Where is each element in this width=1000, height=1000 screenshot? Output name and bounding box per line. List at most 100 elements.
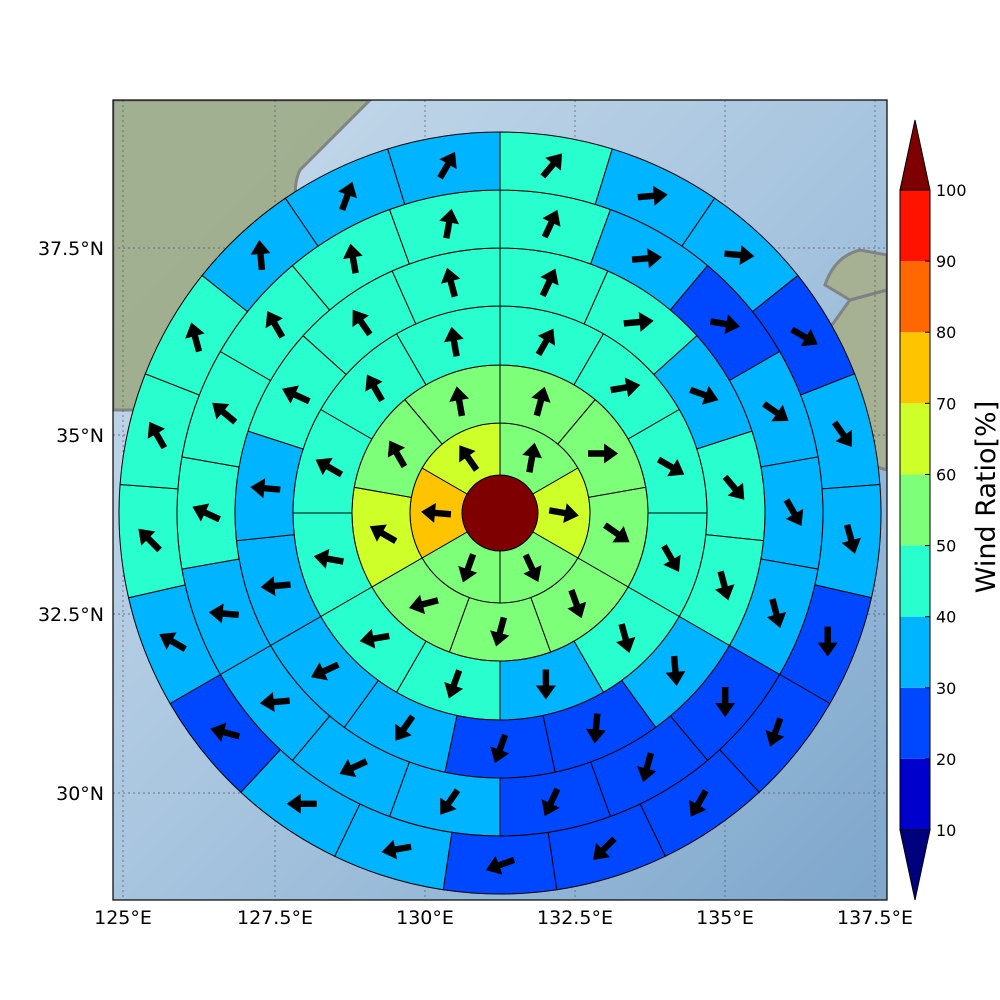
wind-arrow xyxy=(315,457,344,478)
colorbar-bin xyxy=(900,758,930,830)
lat-tick-label: 32.5°N xyxy=(38,604,104,626)
colorbar-tick-label: 30 xyxy=(936,679,956,698)
wind-arrow xyxy=(485,855,516,875)
wind-arrow xyxy=(352,309,373,337)
wind-arrow xyxy=(540,153,563,179)
wind-arrow xyxy=(841,524,861,554)
colorbar-tick-label: 20 xyxy=(936,750,956,769)
colorbar-bin xyxy=(900,332,930,404)
wind-arrow xyxy=(441,267,461,298)
wind-arrow xyxy=(338,181,357,211)
wind-arrow xyxy=(359,628,390,649)
wind-arrow xyxy=(715,570,735,601)
wind-arrow xyxy=(531,386,551,417)
wind-arrow xyxy=(585,713,606,744)
map-frame xyxy=(112,99,888,901)
lat-tick-label: 35°N xyxy=(56,425,104,447)
wind-arrow xyxy=(365,374,385,403)
wind-arrow xyxy=(567,589,587,619)
wind-arrow xyxy=(783,498,804,526)
colorbar-bin xyxy=(900,545,930,617)
colorbar-bin xyxy=(900,190,930,262)
lat-tick-labels: 37.5°N 35°N 32.5°N 30°N xyxy=(38,238,104,805)
wind-arrow xyxy=(437,151,457,180)
japan-north-landmass xyxy=(823,248,887,302)
wind-arrow xyxy=(762,401,789,422)
wind-arrow xyxy=(616,623,636,653)
wind-arrow xyxy=(147,421,168,450)
lon-tick-labels: 125°E 127.5°E 130°E 132.5°E 135°E 137.5°… xyxy=(94,907,913,929)
wind-arrow xyxy=(715,687,736,717)
wind-arrow xyxy=(208,603,239,624)
wind-arrow xyxy=(541,209,561,239)
wind-arrow xyxy=(637,185,668,206)
wind-arrow xyxy=(459,445,480,472)
wind-arrow xyxy=(603,522,630,543)
colorbar-tick-label: 50 xyxy=(936,537,956,556)
lat-tick-label: 30°N xyxy=(56,783,104,805)
lon-tick-label: 125°E xyxy=(94,907,152,929)
colorbar-title: Wind Ratio[%] xyxy=(971,401,1000,593)
colorbar-tick-label: 60 xyxy=(936,465,956,484)
colorbar-tick-label: 10 xyxy=(936,821,956,840)
wind-arrow xyxy=(409,594,439,615)
wind-arrow xyxy=(339,758,368,778)
colorbar-tick-label: 70 xyxy=(936,394,956,413)
wind-arrow xyxy=(282,385,311,405)
wind-arrow xyxy=(722,474,745,500)
wind-arrow xyxy=(709,314,740,334)
colorbar-bin xyxy=(900,474,930,546)
colorbar-under-extension xyxy=(899,829,931,901)
wind-arrow xyxy=(381,839,412,860)
colorbar-bin xyxy=(900,687,930,759)
ring-sector xyxy=(814,483,882,599)
lon-tick-label: 127.5°E xyxy=(237,907,313,929)
wind-arrow xyxy=(444,669,464,699)
wind-arrow xyxy=(593,836,617,860)
wind-arrow xyxy=(313,548,344,569)
colorbar-tick-label: 40 xyxy=(936,608,956,627)
wind-rose xyxy=(118,131,882,895)
wind-arrow xyxy=(689,789,709,817)
wind-arrow xyxy=(490,733,510,764)
wind-arrow xyxy=(458,553,478,583)
wind-arrow xyxy=(522,442,542,473)
wind-arrow xyxy=(490,616,510,647)
wind-arrow xyxy=(610,377,641,398)
colorbar-bin xyxy=(900,403,930,475)
map-area xyxy=(113,100,887,900)
wind-arrow xyxy=(541,787,561,817)
colorbar-over-extension xyxy=(899,119,931,191)
colorbar-bin xyxy=(900,616,930,688)
wind-arrow xyxy=(548,503,579,523)
wind-arrows xyxy=(138,151,861,875)
wind-arrow xyxy=(421,503,452,523)
wind-arrow xyxy=(387,440,408,469)
wind-arrow xyxy=(185,322,205,353)
wind-arrow xyxy=(766,598,787,628)
lon-tick-label: 130°E xyxy=(396,907,454,929)
wind-arrow xyxy=(661,544,681,572)
wind-arrow xyxy=(260,576,291,596)
colorbar-tick-label: 90 xyxy=(936,252,956,271)
wind-arrow xyxy=(817,626,838,657)
wind-arrow xyxy=(790,326,818,347)
wind-arrow xyxy=(535,669,556,700)
wind-arrow xyxy=(535,328,556,357)
lon-tick-label: 137.5°E xyxy=(837,907,913,929)
wind-arrow xyxy=(439,208,459,239)
wind-arrow xyxy=(689,385,719,405)
wind-arrow xyxy=(665,655,686,686)
colorbar-tick-label: 100 xyxy=(936,181,967,200)
colorbar-frame xyxy=(899,189,931,831)
wind-arrow xyxy=(395,714,416,741)
wind-arrow xyxy=(212,402,238,425)
wind-arrow xyxy=(311,661,340,681)
wind-arrow xyxy=(265,311,286,339)
wind-arrow xyxy=(656,456,685,477)
wind-arrow xyxy=(449,386,469,417)
lon-tick-label: 132.5°E xyxy=(537,907,613,929)
wind-arrow xyxy=(637,752,657,783)
wind-arrow xyxy=(286,793,317,814)
wind-arrow xyxy=(522,553,542,582)
